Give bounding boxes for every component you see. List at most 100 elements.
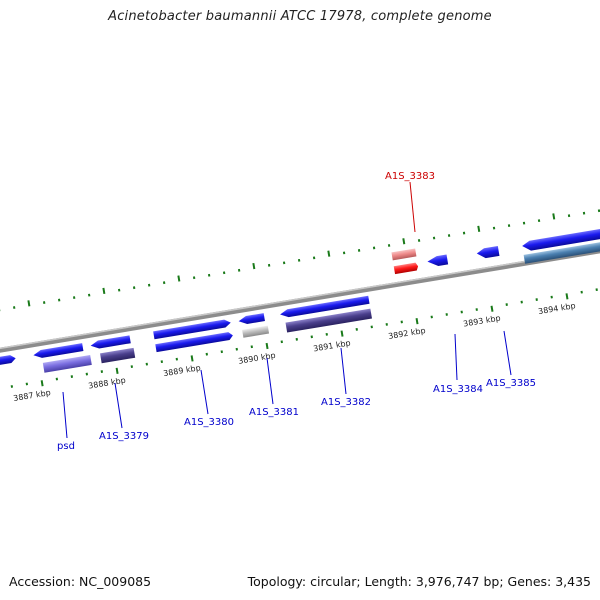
gene-label-a1s-3385[interactable]: A1S_3385	[486, 378, 536, 389]
upper-tick	[327, 250, 331, 257]
lower-tick	[430, 315, 433, 319]
gene-label-a1s-3382[interactable]: A1S_3382	[321, 397, 371, 408]
gene-arrow-a1s-3381[interactable]	[238, 313, 265, 325]
lower-tick	[580, 290, 583, 294]
gene-label-a1s-3383[interactable]: A1S_3383	[385, 171, 435, 182]
upper-tick	[387, 244, 391, 247]
scale-label: 3892 kbp	[388, 326, 427, 341]
upper-tick	[252, 262, 256, 270]
upper-tick	[402, 238, 406, 245]
upper-tick	[267, 263, 271, 267]
chromosome-backbone	[0, 235, 600, 366]
gene-label-a1s-3384[interactable]: A1S_3384	[433, 384, 483, 395]
gene-arrow-a1s-3383-upper[interactable]	[393, 262, 419, 275]
upper-tick	[42, 301, 46, 304]
upper-tick	[372, 246, 376, 250]
lower-tick	[505, 303, 508, 306]
upper-tick	[297, 258, 301, 262]
lower-tick	[190, 355, 194, 362]
lower-tick	[130, 365, 134, 369]
lower-tick	[25, 382, 29, 386]
lower-tick	[145, 362, 149, 366]
gene-arrow-psd[interactable]	[33, 343, 84, 359]
upper-tick	[162, 281, 166, 285]
leader-a1s-3380	[200, 369, 209, 415]
upper-tick	[312, 256, 316, 260]
upper-tick	[192, 276, 196, 280]
lower-tick	[325, 332, 328, 336]
lower-tick	[370, 325, 373, 329]
upper-tick	[237, 268, 241, 272]
upper-tick	[222, 271, 226, 275]
lower-tick	[40, 380, 44, 387]
upper-tick	[492, 226, 496, 230]
chromosome-backbone-highlight	[0, 235, 600, 362]
lower-tick	[235, 347, 238, 351]
upper-tick	[582, 211, 586, 215]
leader-a1s-3379	[114, 382, 123, 429]
lower-tick	[400, 320, 403, 324]
gene-arrow-a1s-3380-b[interactable]	[155, 331, 233, 353]
protein-feature-psd[interactable]	[42, 355, 92, 373]
scale-label: 3891 kbp	[313, 338, 352, 353]
scale-label: 3889 kbp	[163, 363, 202, 378]
lower-tick	[340, 330, 344, 337]
gene-feature-a1s-3381-grey[interactable]	[242, 325, 270, 338]
lower-tick	[385, 323, 388, 326]
lower-tick	[565, 293, 569, 300]
upper-tick	[72, 296, 76, 299]
lower-tick	[205, 352, 208, 356]
upper-tick	[357, 249, 361, 252]
lower-tick	[520, 300, 523, 304]
gene-arrow-upper-3[interactable]	[522, 227, 600, 252]
lower-tick	[535, 298, 538, 301]
leader-a1s-3385	[503, 330, 512, 376]
upper-tick	[462, 231, 466, 235]
protein-feature-a1s-3379[interactable]	[100, 347, 136, 364]
gene-label-psd[interactable]: psd	[57, 441, 75, 452]
upper-tick	[87, 293, 91, 297]
upper-tick	[282, 261, 286, 265]
label-leaders	[62, 330, 512, 439]
gene-label-a1s-3380[interactable]: A1S_3380	[184, 417, 234, 428]
upper-tick	[147, 283, 151, 287]
lower-tick	[175, 357, 178, 361]
lower-tick	[550, 295, 553, 299]
lower-tick	[595, 288, 598, 292]
leader-a1s-3383	[409, 181, 416, 233]
gene-arrow-left-edge[interactable]	[0, 354, 16, 366]
lower-tick	[250, 345, 253, 349]
gene-feature-a1s-3383-pink[interactable]	[391, 248, 417, 261]
lower-tick	[475, 308, 478, 311]
scale-label: 3893 kbp	[463, 314, 502, 329]
gene-arrow-a1s-3380[interactable]	[153, 319, 231, 340]
lower-tick	[10, 385, 14, 388]
lower-tick	[310, 335, 313, 339]
upper-tick	[537, 219, 541, 223]
upper-tick	[117, 288, 121, 292]
gene-label-a1s-3381[interactable]: A1S_3381	[249, 407, 299, 418]
upper-tick	[522, 221, 526, 225]
lower-tick	[100, 370, 104, 373]
lower-tick-row	[10, 288, 598, 388]
gene-arrow-a1s-3382[interactable]	[279, 295, 370, 319]
lower-tick	[55, 377, 59, 381]
protein-feature-a1s-3382[interactable]	[285, 308, 372, 333]
lower-tick	[280, 340, 283, 344]
upper-tick	[207, 273, 211, 277]
gene-label-a1s-3379[interactable]: A1S_3379	[99, 431, 149, 442]
upper-tick	[13, 306, 16, 309]
lower-tick	[160, 360, 164, 364]
upper-tick	[432, 236, 436, 240]
gene-feature-steel-right[interactable]	[523, 241, 600, 264]
lower-tick	[115, 367, 119, 374]
gene-arrow-a1s-3379[interactable]	[90, 335, 131, 349]
scale-label: 3888 kbp	[88, 376, 127, 391]
gene-arrow-upper-1[interactable]	[427, 254, 449, 267]
gene-arrow-upper-2[interactable]	[476, 245, 500, 259]
accession-text: Accession: NC_009085	[9, 574, 152, 589]
lower-tick	[445, 313, 448, 316]
leader-a1s-3382	[340, 347, 347, 395]
upper-tick-row	[0, 209, 600, 312]
